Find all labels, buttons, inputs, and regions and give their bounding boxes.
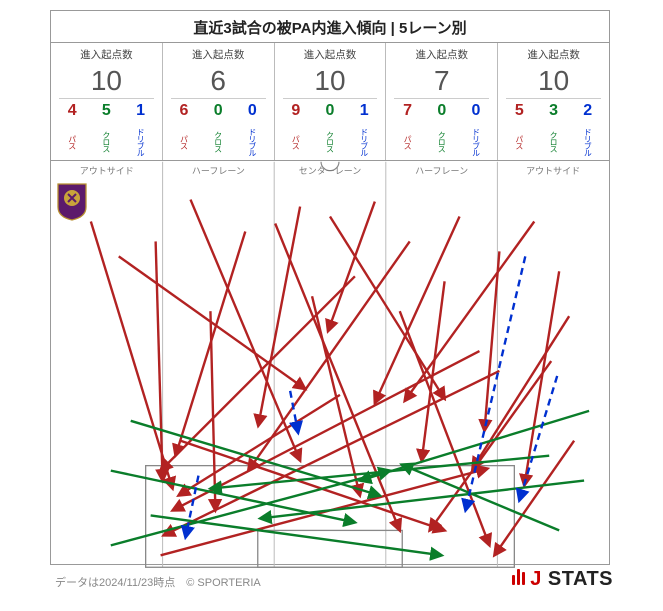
lane-dribble: 1ドリブル: [349, 103, 379, 163]
arrow-pass: [405, 222, 535, 401]
lane-name: アウトサイド: [497, 161, 609, 177]
lane-pass: 7パス: [393, 103, 423, 163]
lane-block: 進入起点数 7 7パス0クロス0ドリブル: [386, 43, 498, 160]
arrow-pass: [258, 207, 300, 426]
lane-cross: 3クロス: [539, 103, 569, 163]
lane-block: 進入起点数 10 4パス5クロス1ドリブル: [51, 43, 163, 160]
lane-dribble: 0ドリブル: [461, 103, 491, 163]
lane-pass: 6パス: [169, 103, 199, 163]
pitch-svg: [51, 161, 609, 568]
lane-name: アウトサイド: [51, 161, 163, 177]
lane-name: ハーフレーン: [386, 161, 498, 177]
arrow-pass: [430, 361, 552, 530]
lane-sub-label: 進入起点数: [498, 47, 609, 62]
lane-name: センターレーン: [274, 161, 386, 177]
lane-cross: 0クロス: [315, 103, 345, 163]
chart-title: 直近3試合の被PA内進入傾向 | 5レーン別: [51, 11, 609, 43]
lane-total: 10: [283, 64, 378, 99]
lane-dribble: 2ドリブル: [573, 103, 603, 163]
lane-total: 6: [171, 64, 266, 99]
lane-sub-label: 進入起点数: [386, 47, 497, 62]
lane-cross: 5クロス: [91, 103, 121, 163]
lane-cross: 0クロス: [203, 103, 233, 163]
lane-sub-label: 進入起点数: [51, 47, 162, 62]
arrow-pass: [328, 202, 375, 332]
lane-dribble: 1ドリブル: [126, 103, 156, 163]
lane-cross: 0クロス: [427, 103, 457, 163]
lane-block: 進入起点数 6 6パス0クロス0ドリブル: [163, 43, 275, 160]
team-badge: [57, 183, 87, 221]
arrow-pass: [330, 217, 445, 399]
lanes-header: 進入起点数104パス5クロス1ドリブル進入起点数66パス0クロス0ドリブル進入起…: [51, 43, 609, 161]
lane-name: ハーフレーン: [163, 161, 275, 177]
brand-text: STATS: [548, 568, 613, 590]
pitch-area: アウトサイドハーフレーンセンターレーンハーフレーンアウトサイド: [51, 161, 609, 568]
arrow-cross: [151, 515, 442, 555]
lane-total: 7: [394, 64, 489, 99]
lane-sub-label: 進入起点数: [275, 47, 386, 62]
lane-names-row: アウトサイドハーフレーンセンターレーンハーフレーンアウトサイド: [51, 161, 609, 177]
arrow-pass: [179, 395, 340, 496]
lane-total: 10: [59, 64, 154, 99]
lane-block: 進入起点数 10 5パス3クロス2ドリブル: [498, 43, 609, 160]
lane-total: 10: [506, 64, 601, 99]
brand-logo: J STATS: [512, 568, 613, 591]
arrow-pass: [91, 222, 173, 489]
lane-pass: 5パス: [504, 103, 534, 163]
lane-block: 進入起点数 10 9パス0クロス1ドリブル: [275, 43, 387, 160]
lane-dribble: 0ドリブル: [237, 103, 267, 163]
lane-sub-label: 進入起点数: [163, 47, 274, 62]
lane-pass: 9パス: [281, 103, 311, 163]
footer-text: データは2024/11/23時点 © SPORTERIA: [55, 574, 261, 590]
lane-pass: 4パス: [57, 103, 87, 163]
